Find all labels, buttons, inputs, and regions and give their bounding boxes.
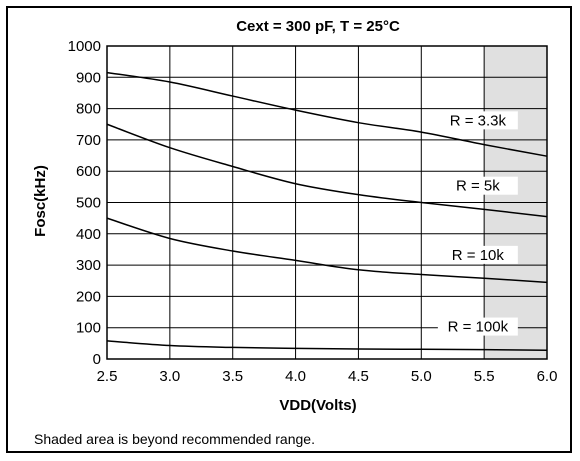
x-axis-label: VDD(Volts) [279,397,356,414]
y-tick-label: 200 [76,288,101,305]
x-tick-labels: 2.5 3.0 3.5 4.0 4.5 5.0 5.5 6.0 [97,368,558,385]
series-label: R = 10k [452,247,505,264]
y-tick-label: 800 [76,101,101,118]
series-labels: R = 3.3k R = 5k R = 10k R = 100k [437,111,518,336]
series-label-background [437,176,518,195]
y-axis-label: Fosc(kHz) [32,165,49,237]
y-tick-label: 400 [76,226,101,243]
y-tick-label: 100 [76,320,101,337]
y-tick-label: 900 [76,69,101,86]
x-tick-label: 6.0 [537,368,558,385]
series-label: R = 5k [456,178,500,195]
series-label: R = 100k [448,319,509,336]
x-tick-label: 4.0 [285,368,306,385]
y-tick-label: 600 [76,163,101,180]
series-label-background [437,317,518,336]
y-tick-label: 1000 [68,38,101,55]
series-lines [106,71,548,351]
grid-lines [106,45,548,360]
y-tick-label: 0 [93,351,101,368]
series-label-background [437,111,518,130]
series-label: R = 3.3k [450,112,507,129]
series-line-1 [106,123,548,218]
x-tick-label: 3.5 [222,368,243,385]
plot-area-frame [106,45,548,360]
series-line-2 [106,217,548,284]
y-tick-label: 300 [76,257,101,274]
x-tick-label: 5.0 [411,368,432,385]
x-tick-label: 4.5 [348,368,369,385]
y-tick-label: 700 [76,132,101,149]
chart-svg: R = 3.3k R = 5k R = 10k R = 100k 2.5 3.0 3.5 4… [32,18,558,447]
y-tick-labels: 0 100 200 300 400 500 600 700 800 900 1000 [68,38,101,368]
footnote: Shaded area is beyond recommended range. [34,431,315,447]
y-tick-label: 500 [76,195,101,212]
series-line-3 [106,340,548,351]
x-tick-label: 2.5 [97,368,118,385]
x-tick-label: 5.5 [474,368,495,385]
series-line-0 [106,71,548,157]
chart-figure: R = 3.3k R = 5k R = 10k R = 100k 2.5 3.0 3.5 4… [6,6,572,453]
x-tick-label: 3.0 [159,368,180,385]
series-label-background [437,245,518,264]
chart-title: Cext = 300 pF, T = 25°C [236,18,400,35]
